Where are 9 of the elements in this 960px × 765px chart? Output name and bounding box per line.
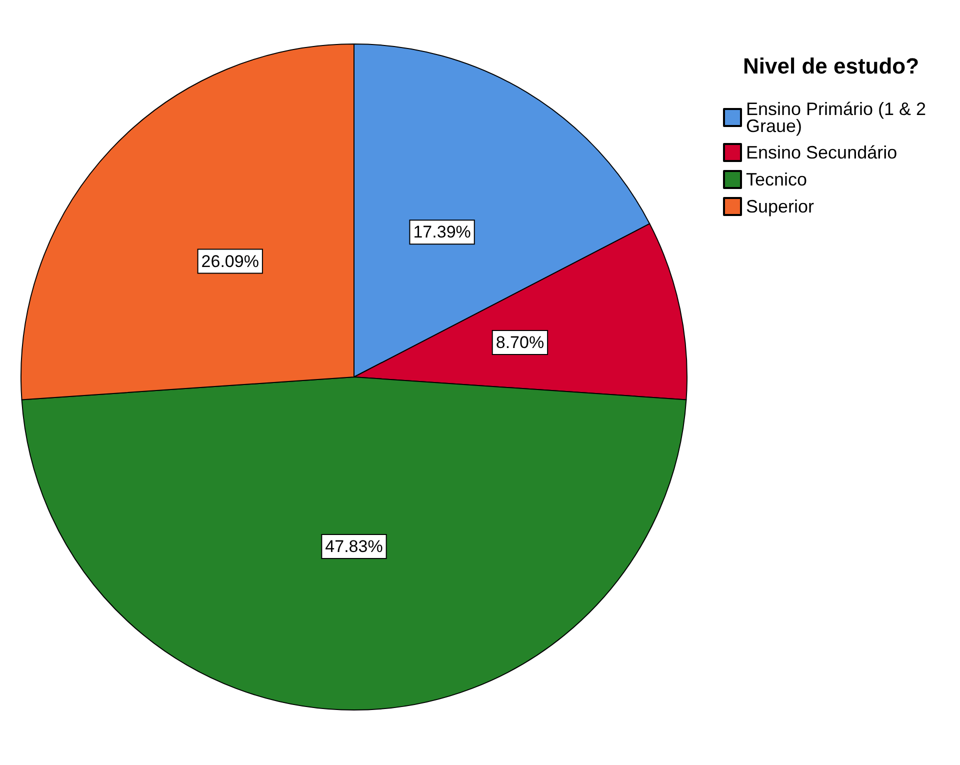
legend-label: Ensino Primário (1 & 2 Graue) <box>746 99 932 136</box>
legend-label: Ensino Secundário <box>746 142 898 162</box>
legend-label: Tecnico <box>746 170 808 190</box>
data-label: 26.09% <box>201 252 259 271</box>
legend-title: Nivel de estudo? <box>743 54 920 78</box>
data-label: 47.83% <box>325 537 383 556</box>
legend-label: Superior <box>746 196 814 216</box>
data-label: 17.39% <box>413 222 471 242</box>
data-label: 8.70% <box>496 333 544 352</box>
